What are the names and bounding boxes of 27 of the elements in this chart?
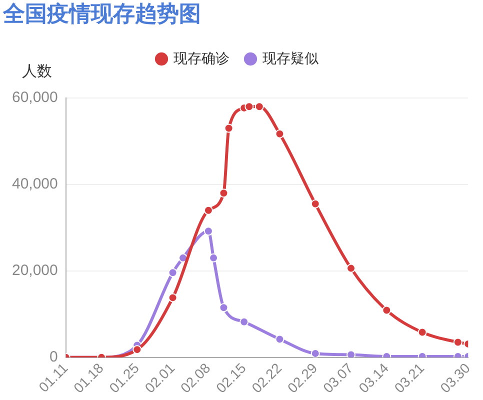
point (204, 206, 213, 215)
point (168, 293, 178, 302)
point (275, 334, 284, 344)
point (418, 328, 427, 337)
chart-title: 全国疫情现存趋势图 (2, 1, 202, 29)
y-axis-title: 人数 (22, 62, 52, 80)
point (132, 345, 142, 354)
point (219, 188, 228, 198)
point (346, 264, 356, 273)
point (219, 303, 228, 312)
point (244, 102, 254, 112)
legend-label: 现存疑似 (262, 50, 318, 66)
point (382, 306, 392, 315)
y-tick-label: 60,000 (12, 89, 58, 106)
y-tick-label: 20,000 (12, 262, 58, 280)
point (224, 124, 234, 133)
point (240, 317, 249, 326)
y-tick-label: 40,000 (12, 176, 58, 193)
point (204, 226, 213, 236)
legend-label: 现存确诊 (174, 50, 230, 66)
point (346, 350, 356, 358)
y-tick-label: 0 (50, 348, 58, 366)
point (275, 129, 284, 138)
point (310, 199, 320, 208)
point (453, 338, 462, 347)
point (254, 102, 264, 112)
point (168, 268, 178, 278)
